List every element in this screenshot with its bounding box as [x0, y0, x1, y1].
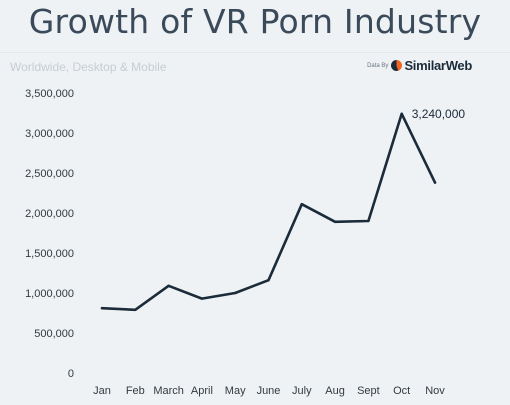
x-tick-label: Feb	[126, 385, 145, 397]
x-tick-label: Sept	[357, 385, 380, 397]
y-tick-label: 0	[68, 368, 74, 380]
data-point	[234, 291, 237, 295]
source-brand: SimilarWeb	[404, 58, 472, 73]
x-tick-label: Nov	[425, 385, 445, 397]
data-labels: 3,240,000	[412, 107, 466, 121]
y-tick-label: 500,000	[34, 328, 74, 340]
x-tick-label: March	[153, 385, 184, 397]
x-tick-label: Oct	[393, 385, 410, 397]
x-axis: Jan Feb March April May June July Aug Sept Oct Nov	[93, 385, 445, 397]
x-tick-label: Jan	[93, 385, 111, 397]
chart-title: Growth of VR Porn Industry	[28, 2, 482, 41]
y-axis: 0 500,000 1,000,000 1,500,000 2,000,000 2,500…	[25, 88, 74, 380]
y-tick-label: 3,000,000	[25, 128, 74, 140]
x-tick-label: June	[257, 385, 281, 397]
x-tick-label: April	[191, 385, 213, 397]
data-point	[367, 219, 370, 223]
source-prefix: Data By	[367, 62, 389, 69]
data-point	[167, 284, 170, 287]
data-point	[134, 308, 137, 311]
similarweb-logo-icon	[391, 60, 403, 71]
y-tick-label: 2,500,000	[25, 168, 74, 180]
y-tick-label: 1,500,000	[25, 248, 74, 260]
y-tick-label: 1,000,000	[25, 288, 74, 300]
source-credit: Data By SimilarWeb	[367, 58, 472, 73]
x-tick-label: Aug	[325, 385, 345, 397]
data-point	[400, 112, 403, 116]
data-point	[433, 181, 437, 184]
y-tick-label: 2,000,000	[25, 208, 74, 220]
x-tick-label: July	[292, 385, 312, 397]
data-point	[200, 297, 204, 300]
title-divider	[0, 52, 510, 53]
y-tick-label: 3,500,000	[25, 88, 74, 100]
x-tick-label: May	[225, 385, 246, 397]
data-point	[100, 307, 104, 310]
chart-subtitle: Worldwide, Desktop & Mobile	[10, 60, 167, 74]
data-point	[300, 203, 303, 206]
data-point	[333, 220, 337, 223]
data-point	[267, 279, 270, 282]
series-group	[100, 112, 437, 312]
data-label: 3,240,000	[412, 107, 466, 121]
